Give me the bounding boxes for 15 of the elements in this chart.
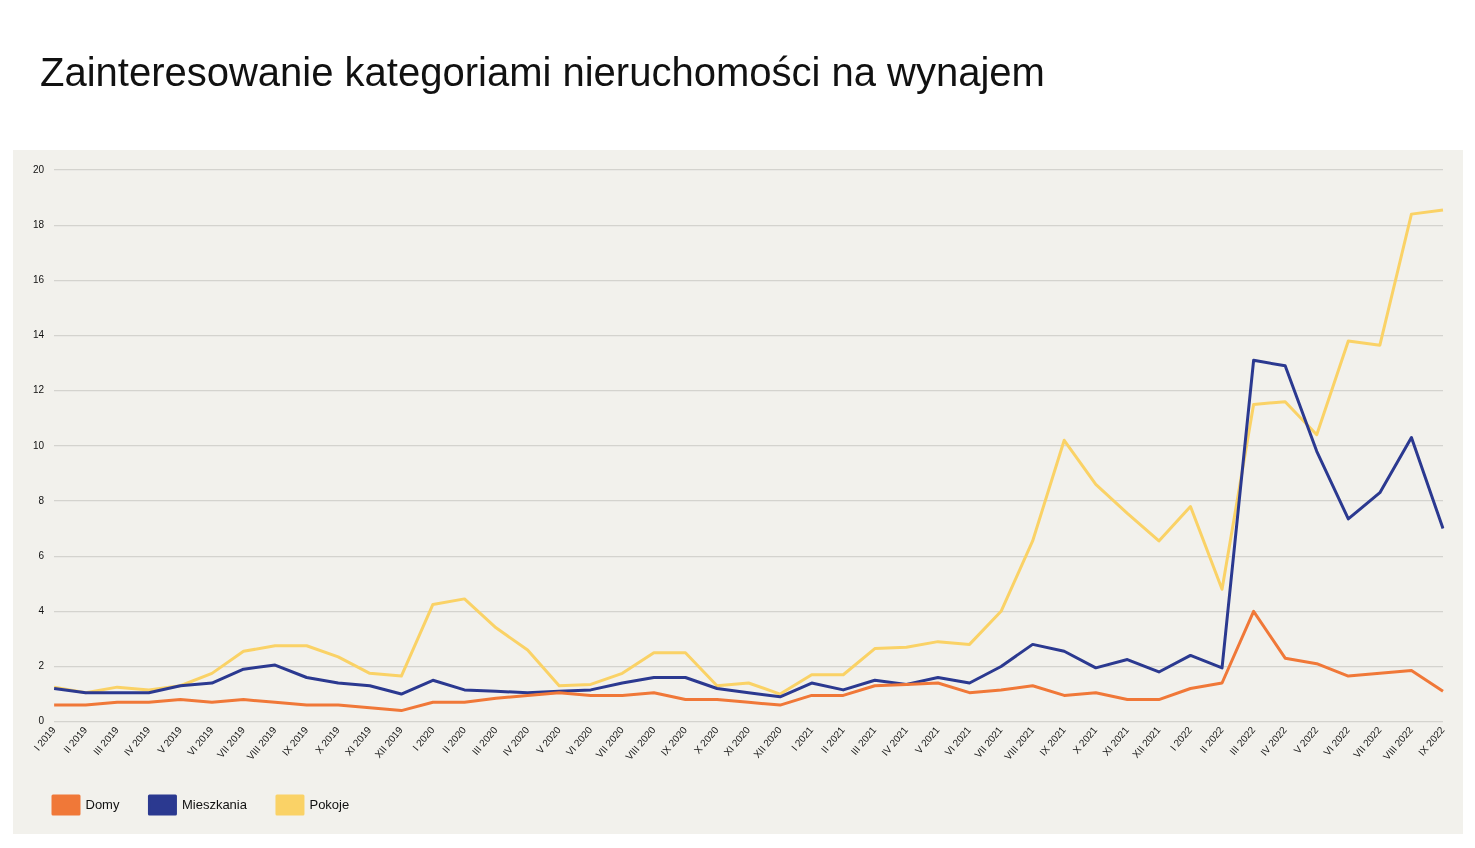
y-tick-label: 14 [33,329,45,341]
legend-label: Pokoje [309,796,350,812]
y-tick-label: 12 [33,384,45,396]
y-tick-label: 8 [38,494,45,506]
legend-label: Mieszkania [181,796,248,812]
chart-title: Zainteresowanie kategoriami nieruchomości na wynajem [39,49,1046,96]
legend-label: Domy [85,796,120,812]
y-tick-label: 20 [33,163,45,175]
y-tick-label: 6 [38,549,45,561]
y-tick-label: 2 [38,660,45,672]
y-tick-label: 0 [38,715,45,727]
y-tick-label: 16 [33,274,45,286]
y-tick-label: 10 [33,439,45,451]
y-tick-label: 4 [38,605,45,617]
y-tick-label: 18 [33,218,45,230]
